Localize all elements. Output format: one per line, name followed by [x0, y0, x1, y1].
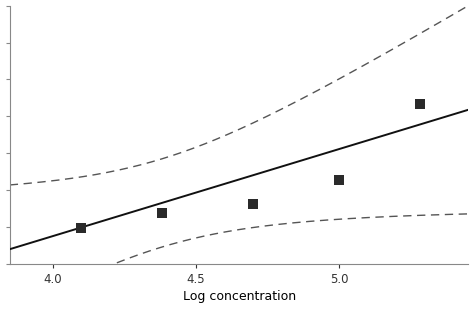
- Point: [416, 101, 423, 106]
- Point: [336, 177, 343, 182]
- Point: [250, 201, 257, 206]
- Point: [78, 225, 85, 230]
- Point: [158, 210, 165, 215]
- X-axis label: Log concentration: Log concentration: [182, 290, 296, 303]
